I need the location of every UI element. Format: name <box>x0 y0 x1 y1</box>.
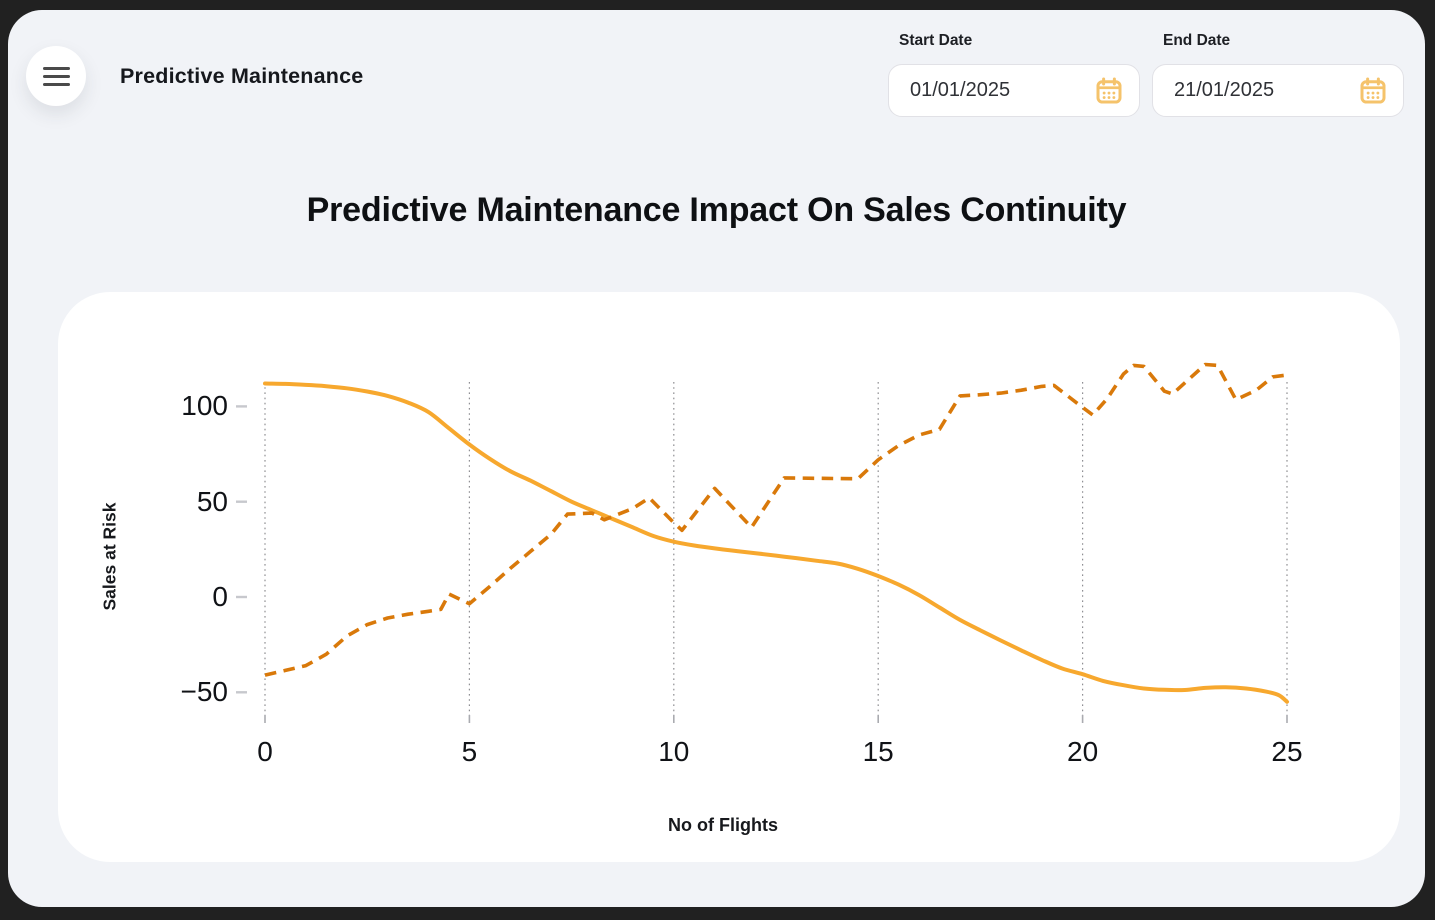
start-date-input[interactable]: 01/01/2025 <box>888 64 1140 117</box>
series-dashed-line <box>264 362 1288 677</box>
end-date-filter: End Date 21/01/2025 <box>1152 32 1404 117</box>
start-date-filter: Start Date 01/01/2025 <box>888 32 1140 117</box>
series-solid-line <box>263 381 1289 704</box>
chart-canvas <box>236 362 1289 723</box>
hamburger-icon <box>42 66 70 86</box>
end-date-label: End Date <box>1163 32 1231 49</box>
x-tick-label: 10 <box>658 736 690 767</box>
y-tick-label: 50 <box>196 485 228 517</box>
x-tick-label: 0 <box>257 736 273 767</box>
y-tick-label: 100 <box>181 390 228 422</box>
start-date-label: Start Date <box>899 32 973 49</box>
chart-card: Sales at Risk No of Flights 0 5 10 15 20 25 10… <box>58 292 1400 862</box>
menu-button[interactable] <box>26 46 86 106</box>
line-chart: Sales at Risk No of Flights 0 5 10 15 20 25 10… <box>58 292 1400 862</box>
x-axis-title: No of Flights <box>668 815 778 835</box>
end-date-value: 21/01/2025 <box>1174 79 1275 101</box>
x-tick-label: 20 <box>1067 736 1099 767</box>
y-tick-label: −50 <box>180 676 229 708</box>
end-date-input[interactable]: 21/01/2025 <box>1152 64 1404 117</box>
y-tick-label: 0 <box>212 581 228 612</box>
page-title: Predictive Maintenance Impact On Sales C… <box>306 191 1127 229</box>
app-background: Predictive Maintenance Start Date 01/01/… <box>8 10 1425 907</box>
calendar-icon[interactable] <box>1358 76 1388 106</box>
start-date-value: 01/01/2025 <box>910 79 1011 101</box>
x-tick-label: 15 <box>862 736 894 767</box>
x-tick-label: 25 <box>1271 736 1303 767</box>
app-title: Predictive Maintenance <box>120 64 364 88</box>
x-tick-label: 5 <box>461 736 478 767</box>
calendar-icon[interactable] <box>1094 76 1124 106</box>
